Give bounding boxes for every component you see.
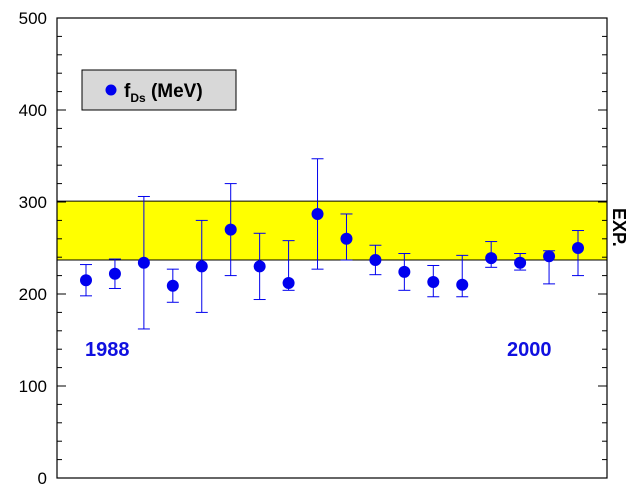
point-marker bbox=[108, 267, 121, 280]
legend-label-suffix: (MeV) bbox=[146, 81, 203, 102]
svg-text:fDs (MeV): fDs (MeV) bbox=[124, 81, 203, 105]
data-point bbox=[369, 244, 382, 276]
data-point bbox=[543, 250, 556, 285]
legend: fDs (MeV) bbox=[81, 69, 237, 111]
y-tick-label: 400 bbox=[19, 101, 47, 120]
point-marker bbox=[369, 253, 382, 266]
band-label: EXP. bbox=[609, 208, 629, 247]
point-marker bbox=[572, 242, 584, 254]
data-point bbox=[253, 232, 266, 301]
data-point bbox=[485, 241, 498, 268]
data-point bbox=[398, 253, 411, 291]
point-marker bbox=[514, 256, 527, 269]
point-marker bbox=[456, 278, 469, 291]
point-marker bbox=[80, 274, 92, 287]
point-marker bbox=[543, 250, 556, 263]
data-point bbox=[282, 240, 295, 291]
data-point bbox=[456, 254, 469, 298]
point-marker bbox=[398, 265, 411, 278]
y-tick-label: 500 bbox=[19, 9, 47, 28]
data-point bbox=[166, 268, 179, 303]
data-point bbox=[108, 258, 121, 289]
data-point bbox=[137, 195, 150, 330]
data-point bbox=[80, 264, 92, 297]
end-year-label: 2000 bbox=[507, 339, 552, 361]
data-points bbox=[80, 158, 584, 330]
y-tick-label: 100 bbox=[19, 377, 47, 396]
point-marker bbox=[253, 260, 266, 273]
data-point bbox=[572, 230, 584, 277]
point-marker bbox=[340, 232, 353, 245]
y-tick-label: 0 bbox=[38, 469, 47, 485]
experimental-band-layer bbox=[57, 200, 607, 261]
point-marker bbox=[282, 276, 295, 289]
data-point bbox=[195, 219, 208, 313]
point-marker bbox=[195, 260, 208, 273]
point-marker bbox=[137, 256, 150, 269]
legend-label-subscript: Ds bbox=[130, 91, 146, 105]
start-year-label: 1988 bbox=[85, 339, 130, 361]
y-tick-label: 300 bbox=[19, 193, 47, 212]
y-tick-label: 200 bbox=[19, 285, 47, 304]
legend-label-prefix: f bbox=[124, 81, 131, 102]
point-marker bbox=[427, 276, 440, 289]
legend-marker bbox=[105, 84, 117, 96]
point-marker bbox=[166, 279, 179, 292]
data-point bbox=[224, 183, 237, 277]
point-marker bbox=[485, 252, 498, 265]
data-point bbox=[427, 264, 440, 298]
experimental-band bbox=[57, 201, 607, 260]
point-marker bbox=[224, 223, 237, 236]
plot-frame bbox=[56, 17, 608, 479]
data-point bbox=[340, 213, 353, 261]
data-point bbox=[514, 253, 527, 271]
axis-ticks: 0 100 200 300 400 500 bbox=[19, 9, 607, 485]
point-marker bbox=[311, 207, 324, 220]
data-point bbox=[311, 158, 324, 270]
